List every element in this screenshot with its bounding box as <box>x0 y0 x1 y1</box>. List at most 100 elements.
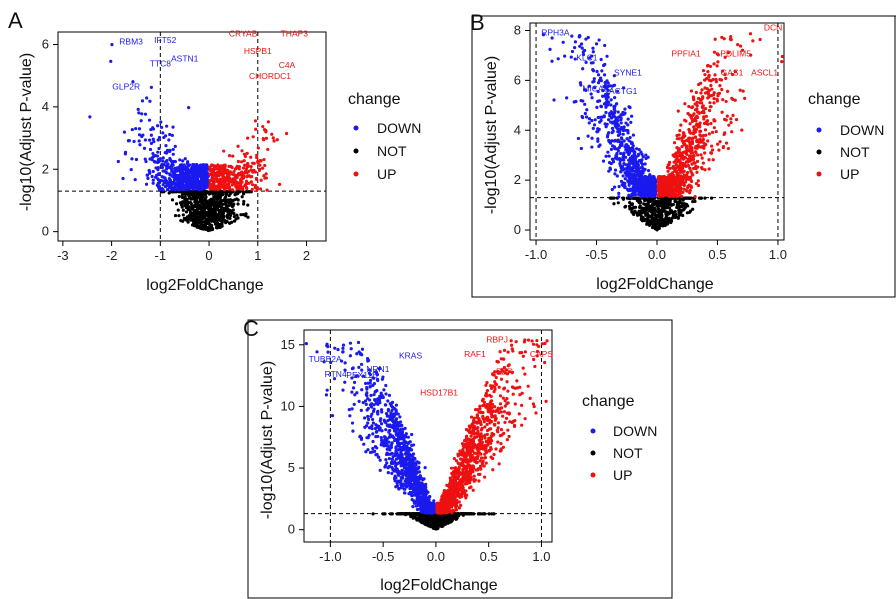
point-not <box>203 198 207 202</box>
point-up <box>246 164 251 168</box>
point-up <box>228 176 232 180</box>
point-down <box>148 147 153 152</box>
point-up <box>729 117 733 121</box>
point-not <box>228 198 233 202</box>
point-up <box>715 64 719 68</box>
point-down <box>650 185 654 189</box>
point-not <box>218 208 222 213</box>
y-tick-label-a: 4 <box>42 99 49 114</box>
point-up <box>677 137 681 141</box>
point-down <box>596 115 600 120</box>
point-up <box>699 153 703 157</box>
point-down <box>184 169 188 173</box>
point-up <box>260 166 265 170</box>
point-up <box>249 155 253 159</box>
point-up <box>704 120 709 124</box>
point-down <box>611 129 615 133</box>
point-down <box>584 37 588 41</box>
point-not <box>181 208 185 212</box>
point-down <box>651 192 656 197</box>
point-not <box>227 203 231 208</box>
x-tick-label-b: -1.0 <box>525 247 547 262</box>
legend-title-b: change <box>808 91 861 108</box>
point-down <box>398 420 403 424</box>
point-up <box>246 161 250 166</box>
gene-label-a: C4A <box>279 60 296 70</box>
point-down <box>365 436 369 440</box>
point-up <box>730 130 734 134</box>
point-not <box>186 193 190 197</box>
gene-label-b: PPFIA1 <box>671 49 701 59</box>
points-a <box>88 43 289 233</box>
point-up <box>713 119 717 123</box>
point-down <box>622 112 626 116</box>
point-not <box>189 211 193 215</box>
gene-label-b: RPH3A <box>541 27 570 37</box>
point-not <box>645 218 649 222</box>
point-down <box>156 177 160 181</box>
point-not <box>441 519 445 523</box>
point-up <box>675 163 679 168</box>
point-down <box>592 123 597 127</box>
point-down <box>151 151 155 156</box>
point-down <box>636 178 640 182</box>
point-down <box>574 99 578 104</box>
point-not <box>177 214 181 218</box>
point-not <box>235 197 239 201</box>
point-up <box>681 164 686 168</box>
point-not <box>225 213 229 218</box>
point-not <box>178 201 183 205</box>
point-up <box>688 122 692 126</box>
point-up <box>210 163 214 168</box>
point-up <box>250 183 255 187</box>
point-down <box>202 167 207 171</box>
point-not <box>430 523 434 527</box>
point-down <box>197 173 201 178</box>
point-down <box>637 181 641 185</box>
point-not <box>668 201 672 205</box>
point-down <box>333 346 337 350</box>
point-down <box>390 471 394 475</box>
point-not <box>633 209 637 213</box>
x-tick-label-c: 0.0 <box>427 549 445 564</box>
point-up <box>240 149 244 153</box>
point-up <box>704 91 708 95</box>
point-up <box>211 169 216 173</box>
point-not <box>455 512 459 516</box>
point-up <box>670 175 674 179</box>
point-down <box>192 174 196 179</box>
point-up <box>224 168 228 172</box>
point-down <box>581 115 585 120</box>
point-not <box>477 512 482 516</box>
point-down <box>161 175 165 179</box>
point-not <box>435 518 440 522</box>
point-down <box>181 182 185 186</box>
point-not <box>640 217 645 221</box>
point-not <box>244 212 248 216</box>
point-up <box>695 104 699 108</box>
point-up <box>685 174 689 178</box>
point-up <box>664 192 668 196</box>
point-up <box>222 149 226 153</box>
point-not <box>242 202 246 206</box>
point-not <box>628 206 632 210</box>
point-down <box>140 99 145 103</box>
y-tick-label-b: 6 <box>514 72 521 87</box>
point-up <box>688 140 692 144</box>
point-not <box>429 517 433 522</box>
point-up <box>701 106 705 110</box>
point-down <box>203 180 207 184</box>
point-not <box>203 191 207 195</box>
point-not <box>219 190 223 194</box>
point-not <box>209 197 213 201</box>
point-up <box>673 193 678 198</box>
point-not <box>206 212 211 216</box>
point-down <box>149 133 154 137</box>
y-tick-label-b: 0 <box>514 222 521 237</box>
point-down <box>157 146 161 151</box>
point-up <box>245 175 249 179</box>
point-down <box>371 417 375 422</box>
point-down <box>595 69 599 74</box>
point-down <box>110 43 114 47</box>
